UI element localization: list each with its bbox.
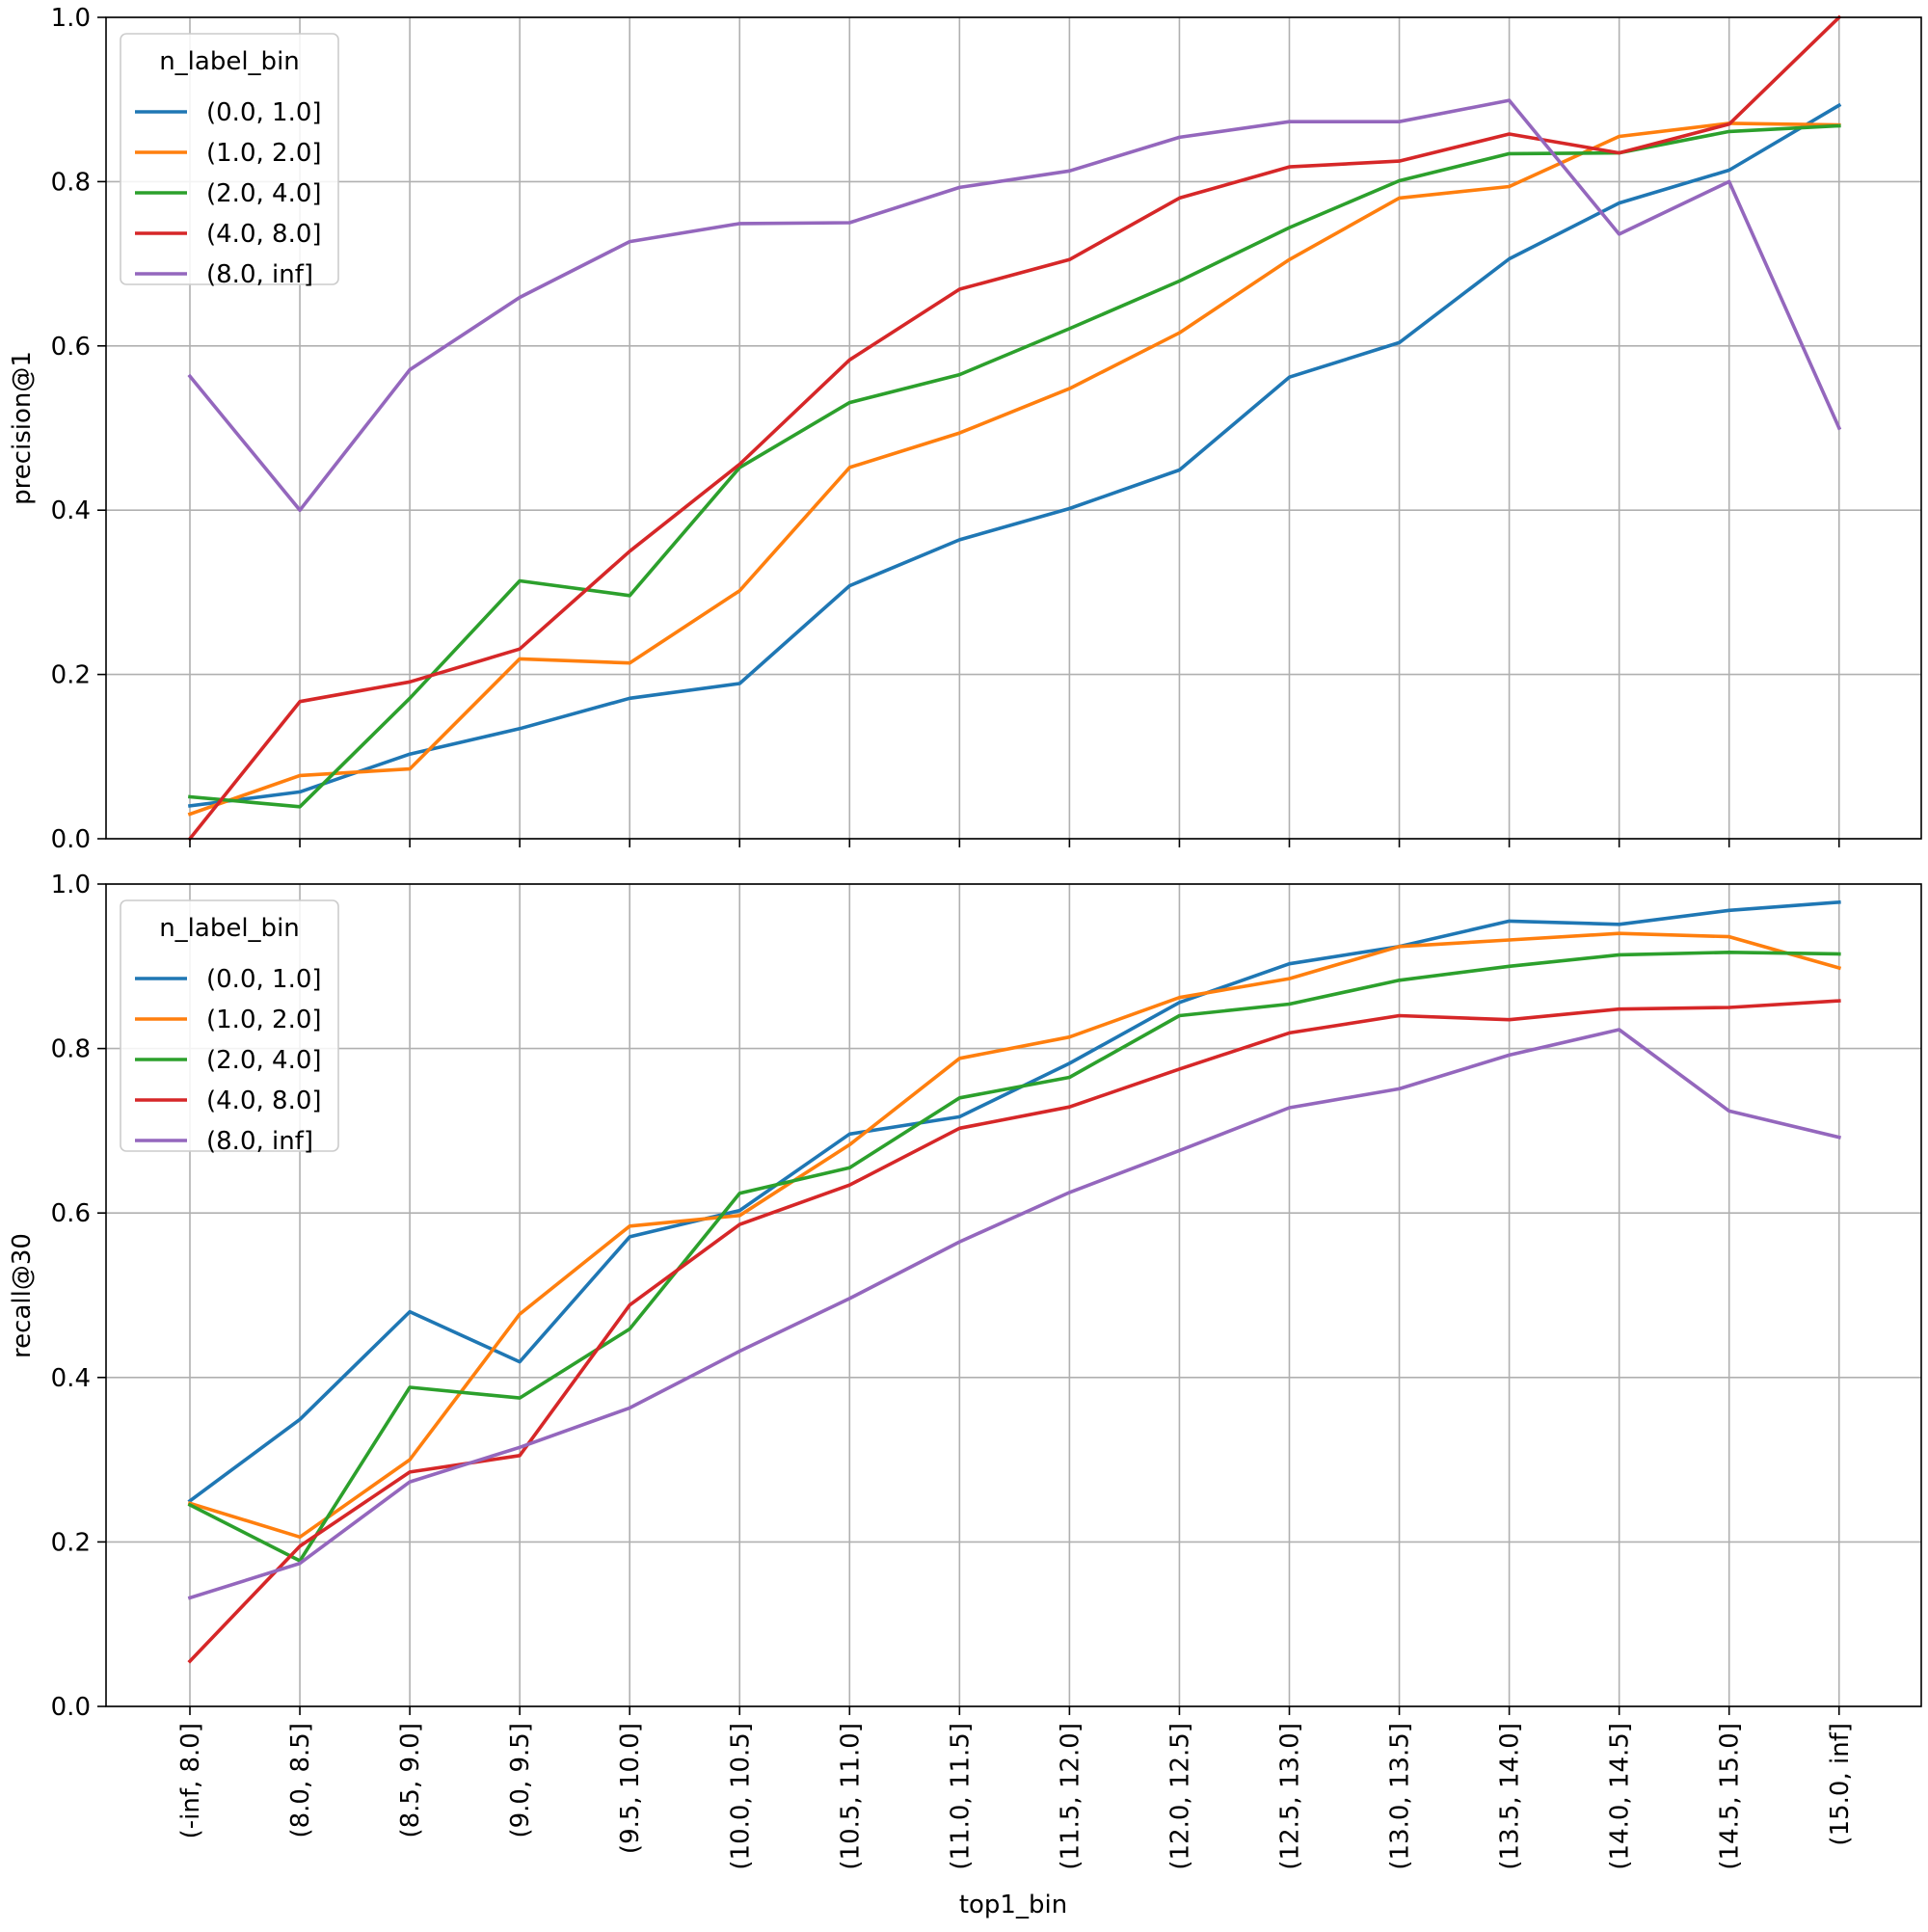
- legend: n_label_bin (0.0, 1.0] (1.0, 2.0] (2.0, 4.0…: [120, 899, 339, 1156]
- legend-entry-label: (4.0, 8.0]: [206, 1087, 322, 1115]
- x-tick-label: (12.0, 12.5]: [1165, 1723, 1194, 1870]
- legend-entry-label: (8.0, inf]: [206, 1127, 313, 1156]
- x-tick-label: (15.0, inf]: [1826, 1723, 1855, 1846]
- legend-title: n_label_bin: [159, 47, 300, 76]
- plot-frame: [105, 883, 1922, 1707]
- legend-entry-label: (1.0, 2.0]: [206, 139, 322, 168]
- chart-panel-2: 0.0 0.2 0.4 0.6 0.8 1.0 recall@30 (-inf, 8.0] (8…: [8, 871, 1922, 1919]
- y-tick-label: 0.2: [51, 1528, 91, 1557]
- x-tick-label: (14.0, 14.5]: [1606, 1723, 1635, 1870]
- series-line-1: [187, 102, 1842, 808]
- series-line-3: [187, 950, 1841, 1563]
- legend-entry-label: (4.0, 8.0]: [206, 220, 322, 249]
- series-line-4: [187, 999, 1841, 1664]
- legend-entry-label: (1.0, 2.0]: [206, 1006, 322, 1034]
- x-tick-label: (10.0, 10.5]: [726, 1723, 755, 1870]
- series-line-2: [187, 121, 1841, 817]
- y-tick-label: 1.0: [51, 4, 91, 33]
- legend-box: [120, 899, 339, 1152]
- y-tick-label: 0.2: [51, 661, 91, 690]
- x-tick-label: (9.0, 9.5]: [506, 1723, 535, 1838]
- x-tick-label: (8.0, 8.5]: [286, 1723, 315, 1838]
- y-tick-label: 0.8: [51, 168, 91, 197]
- x-tick-label: (12.5, 13.0]: [1276, 1723, 1305, 1870]
- x-axis-label: top1_bin: [959, 1891, 1067, 1919]
- y-tick-label: 0.4: [51, 1364, 91, 1393]
- y-tick-label: 0.6: [51, 1199, 91, 1228]
- series-line-5: [187, 98, 1842, 513]
- y-tick-label: 0.8: [51, 1035, 91, 1064]
- x-tick-label: (9.5, 10.0]: [616, 1723, 645, 1854]
- x-tick-label: (13.5, 14.0]: [1496, 1723, 1525, 1870]
- y-tick-label: 0.4: [51, 496, 91, 525]
- legend-entry-label: (8.0, inf]: [206, 260, 313, 289]
- x-tick-label: (13.0, 13.5]: [1386, 1723, 1415, 1870]
- legend-entry-label: (2.0, 4.0]: [206, 1046, 322, 1075]
- y-axis-label: recall@30: [8, 1233, 37, 1358]
- series-line-2: [187, 931, 1842, 1540]
- grid-lines: [106, 16, 1921, 840]
- y-tick-label: 0.6: [51, 333, 91, 362]
- legend-entry-label: (0.0, 1.0]: [206, 965, 322, 994]
- series-line-3: [188, 123, 1841, 809]
- x-tick-label: (11.0, 11.5]: [946, 1723, 975, 1870]
- series-line-5: [187, 1028, 1841, 1600]
- plot-frame: [105, 16, 1922, 840]
- chart-panel-1: 0.0 0.2 0.4 0.6 0.8 1.0 precision@1 n_label_bin…: [8, 4, 1922, 854]
- x-tick-label: (14.5, 15.0]: [1716, 1723, 1745, 1870]
- x-tick-label: (8.5, 9.0]: [396, 1723, 425, 1838]
- y-tick-label: 0.0: [51, 1693, 91, 1722]
- series-line-1: [187, 899, 1841, 1504]
- y-tick-label: 0.0: [51, 825, 91, 854]
- y-tick-label: 1.0: [51, 871, 91, 899]
- x-tick-label: (10.5, 11.0]: [836, 1723, 865, 1870]
- legend-box: [120, 33, 339, 285]
- y-axis-label: precision@1: [8, 351, 37, 505]
- legend-title: n_label_bin: [159, 914, 300, 943]
- x-tick-label: (11.5, 12.0]: [1056, 1723, 1084, 1870]
- legend-entry-label: (0.0, 1.0]: [206, 98, 322, 127]
- x-tick-label: (-inf, 8.0]: [176, 1723, 205, 1838]
- legend-entry-label: (2.0, 4.0]: [206, 179, 322, 208]
- series-line-4: [187, 14, 1842, 842]
- legend: n_label_bin (0.0, 1.0] (1.0, 2.0] (2.0, 4.0…: [120, 33, 339, 289]
